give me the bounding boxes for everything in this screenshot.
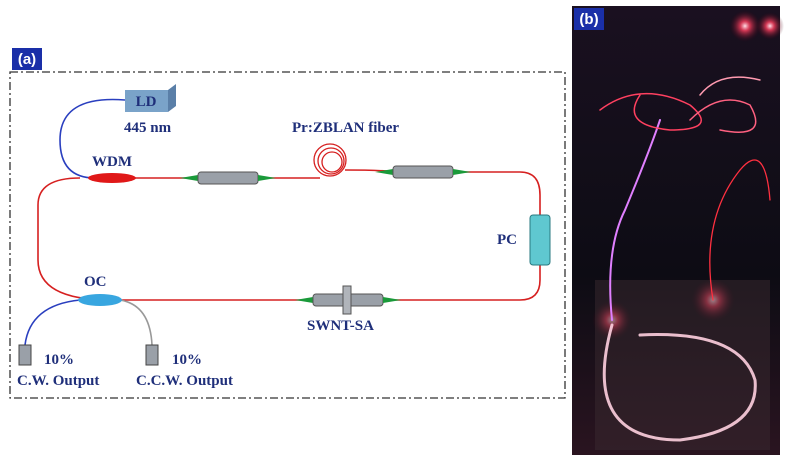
glow [756, 12, 784, 40]
figure: (a) LD 445 nm WDM Pr:ZBLAN fiber PC SW [0, 0, 787, 457]
oc [78, 294, 122, 306]
wavelength-label: 445 nm [124, 120, 172, 136]
wdm-label: WDM [92, 154, 132, 170]
fiber-label: Pr:ZBLAN fiber [292, 120, 399, 136]
pc [530, 215, 550, 265]
cw-fiber [25, 300, 80, 345]
panel-b: (b) [572, 6, 784, 455]
pc-label: PC [497, 232, 517, 248]
frame [10, 72, 565, 398]
panel-label: (b) [579, 11, 598, 28]
sa-label: SWNT-SA [307, 318, 374, 334]
output-ratio: 10% [44, 352, 74, 368]
fiber-coil [314, 144, 346, 176]
isolator-left [180, 172, 276, 184]
output-name: C.C.W. Output [136, 373, 233, 389]
ld-label: LD [136, 94, 157, 110]
output-connectors [19, 345, 158, 365]
panel-label: (a) [18, 51, 36, 68]
panel-a: (a) LD 445 nm WDM Pr:ZBLAN fiber PC SW [10, 48, 565, 398]
fiber-ring [38, 170, 540, 300]
oc-label: OC [84, 274, 107, 290]
output-ratio: 10% [172, 352, 202, 368]
output-name: C.W. Output [17, 373, 99, 389]
ccw-fiber [120, 300, 152, 345]
sa [295, 286, 401, 314]
wdm [88, 173, 136, 183]
board [595, 280, 770, 450]
isolator-right [375, 166, 471, 178]
